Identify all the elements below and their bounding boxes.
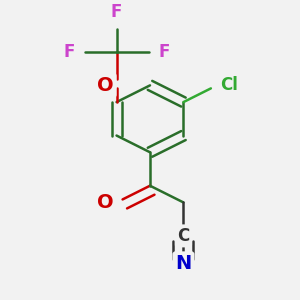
Text: F: F	[158, 43, 170, 61]
Text: O: O	[97, 193, 114, 212]
Text: C: C	[177, 227, 190, 245]
Text: O: O	[97, 76, 114, 95]
Text: F: F	[63, 43, 75, 61]
Text: Cl: Cl	[220, 76, 238, 94]
Text: F: F	[111, 3, 122, 21]
Text: N: N	[175, 254, 192, 273]
